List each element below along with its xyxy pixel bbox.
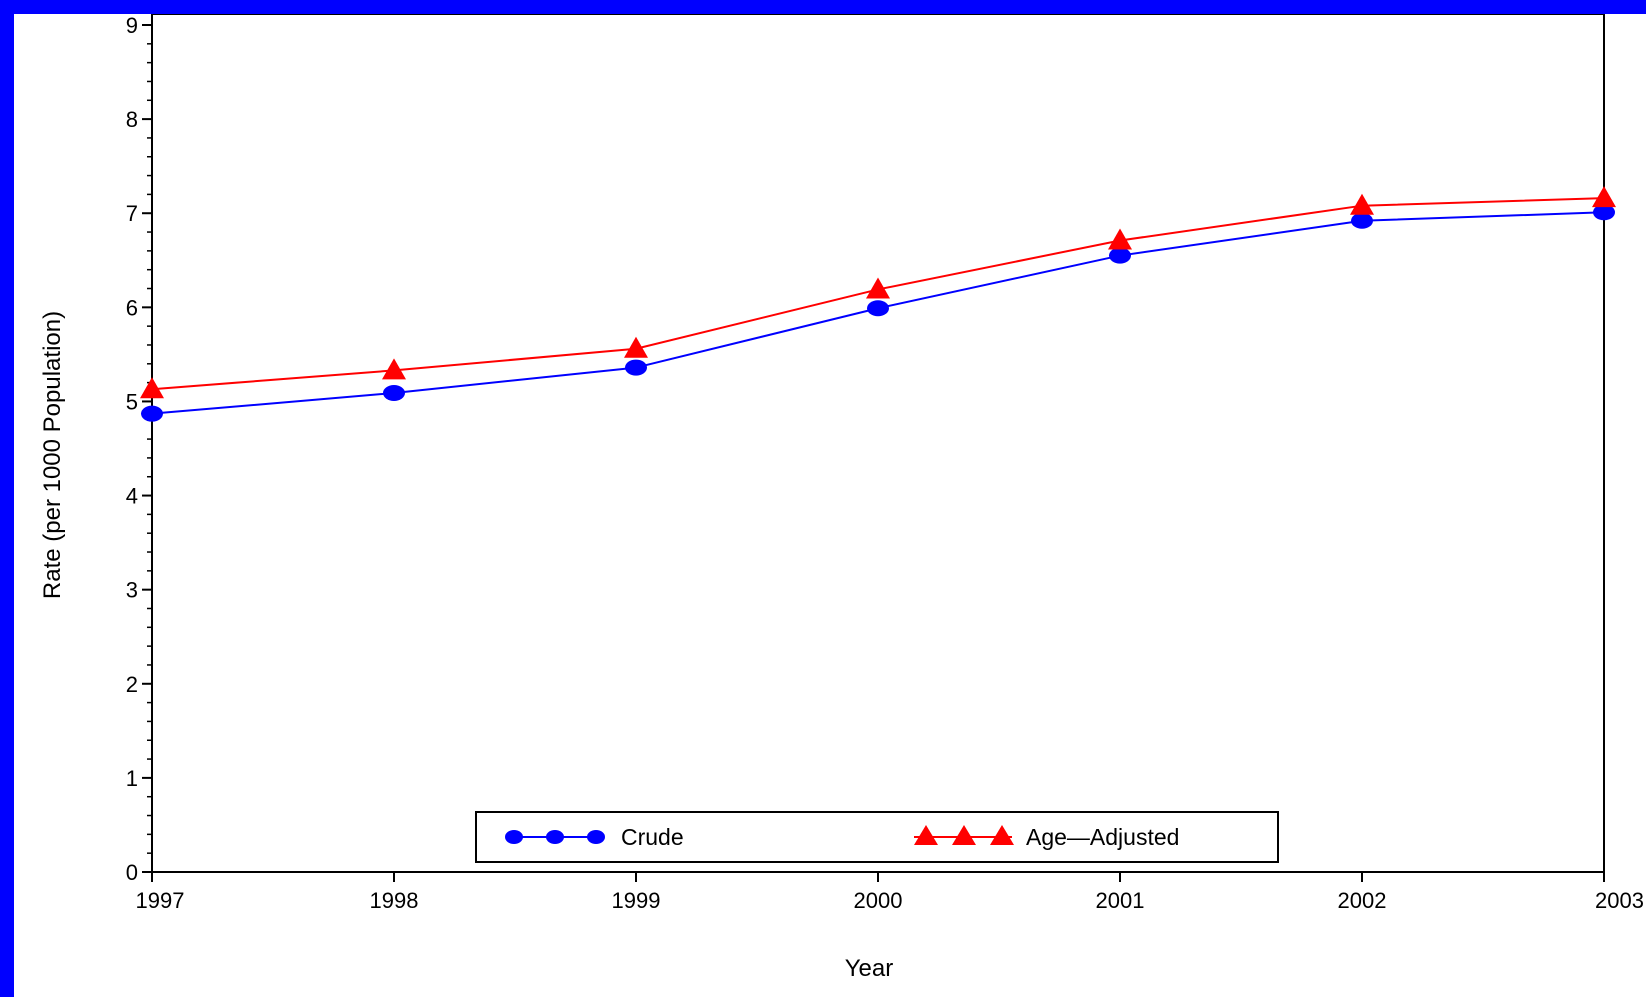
legend-age-adjusted-label: Age—Adjusted xyxy=(1026,824,1179,850)
legend-age-adjusted-marker xyxy=(952,825,976,845)
legend-age-adjusted-marker xyxy=(990,825,1014,845)
y-tick-label: 9 xyxy=(126,14,138,38)
crude-point xyxy=(625,359,647,376)
series-markers xyxy=(140,186,1616,422)
crude-point xyxy=(141,405,163,422)
age-adjusted-point xyxy=(1350,193,1374,215)
age-adjusted-point xyxy=(382,358,406,380)
y-tick-label: 5 xyxy=(126,389,138,414)
y-axis-label: Rate (per 1000 Population) xyxy=(39,311,66,599)
x-tick-label: 2001 xyxy=(1096,888,1145,913)
y-tick-label: 8 xyxy=(126,107,138,132)
legend-crude-marker xyxy=(587,830,605,844)
x-tick-label: 2003 xyxy=(1595,888,1644,913)
x-axis-ticks: 1997 1998 1999 2000 2001 2002 2003 xyxy=(136,872,1644,913)
x-tick-label: 1997 xyxy=(136,888,185,913)
legend: Crude Age—Adjusted xyxy=(475,811,1279,863)
y-tick-label: 7 xyxy=(126,201,138,226)
legend-crude-marker xyxy=(546,830,564,844)
x-tick-label: 1999 xyxy=(612,888,661,913)
crude-point xyxy=(1351,212,1373,229)
y-axis-ticks: 0 1 2 3 4 5 6 7 8 9 xyxy=(126,14,152,885)
y-tick-label: 6 xyxy=(126,295,138,320)
y-tick-label: 4 xyxy=(126,484,138,509)
x-tick-label: 1998 xyxy=(370,888,419,913)
age-adjusted-point xyxy=(1108,228,1132,250)
legend-crude-marker xyxy=(505,830,523,844)
age-adjusted-point xyxy=(1592,186,1616,208)
axes xyxy=(151,14,1605,873)
legend-crude-label: Crude xyxy=(621,824,684,850)
crude-point xyxy=(867,300,889,317)
age-adjusted-point xyxy=(866,277,890,299)
x-tick-label: 2000 xyxy=(854,888,903,913)
x-axis-label: Year xyxy=(845,955,894,982)
crude-point xyxy=(1593,204,1615,221)
legend-age-adjusted-marker xyxy=(914,825,938,845)
legend-box xyxy=(475,811,1279,863)
y-tick-label: 0 xyxy=(126,860,138,885)
crude-point xyxy=(383,384,405,401)
age-adjusted-point xyxy=(140,377,164,399)
crude-point xyxy=(1109,247,1131,264)
y-tick-label: 2 xyxy=(126,672,138,697)
y-tick-label: 1 xyxy=(126,766,138,791)
y-tick-label: 3 xyxy=(126,578,138,603)
plot-area xyxy=(151,14,1605,873)
x-tick-label: 2002 xyxy=(1338,888,1387,913)
age-adjusted-point xyxy=(624,336,648,358)
